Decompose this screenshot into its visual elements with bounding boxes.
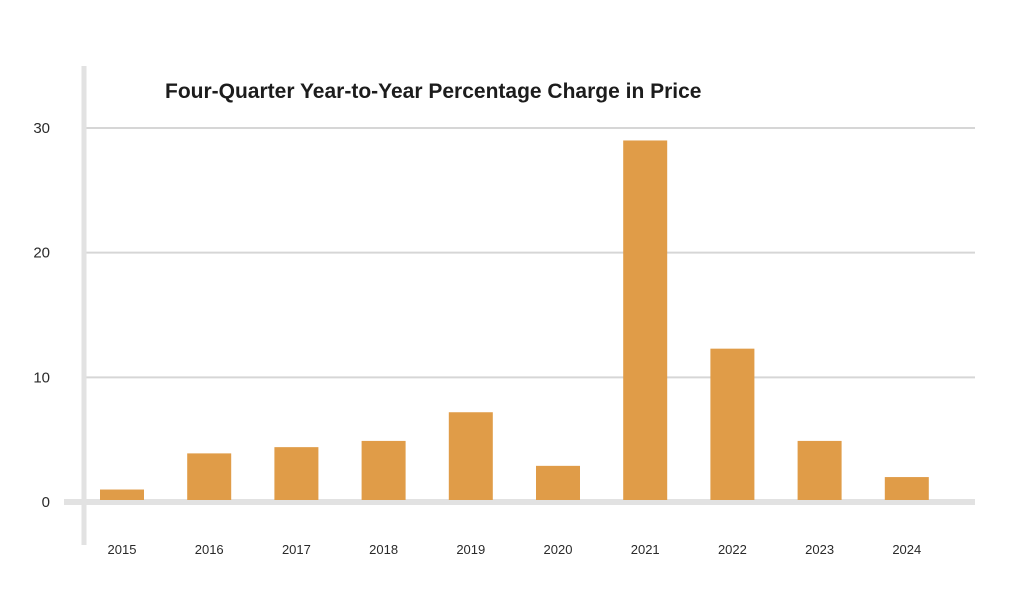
bars	[100, 140, 929, 500]
x-tick-label: 2020	[544, 542, 573, 557]
bar	[100, 489, 144, 500]
gridlines	[84, 127, 975, 379]
x-tick-label: 2022	[718, 542, 747, 557]
x-tick-label: 2017	[282, 542, 311, 557]
chart-title: Four-Quarter Year-to-Year Percentage Cha…	[165, 80, 701, 103]
x-tick-label: 2015	[108, 542, 137, 557]
x-tick-label: 2019	[456, 542, 485, 557]
x-tick-label: 2024	[892, 542, 921, 557]
bar	[536, 465, 580, 500]
y-tick-label: 30	[33, 120, 50, 137]
y-tick-label: 20	[33, 245, 50, 262]
x-axis-ticks: 2015 2016 2017 2018 2019 2020 2021 2022 2023 2024	[108, 542, 922, 557]
y-axis-ticks: 0 10 20 30	[33, 120, 50, 511]
x-tick-label: 2023	[805, 542, 834, 557]
x-tick-label: 2018	[369, 542, 398, 557]
bar	[623, 140, 668, 500]
bar	[448, 412, 493, 500]
bar	[274, 447, 319, 500]
y-tick-label: 10	[33, 369, 50, 386]
axes	[64, 66, 975, 545]
bar	[361, 440, 406, 500]
bar	[797, 440, 842, 500]
y-tick-label: 0	[42, 494, 50, 511]
bar	[187, 453, 232, 500]
bar	[884, 477, 929, 500]
bar	[710, 348, 755, 500]
x-tick-label: 2016	[195, 542, 224, 557]
x-tick-label: 2021	[631, 542, 660, 557]
